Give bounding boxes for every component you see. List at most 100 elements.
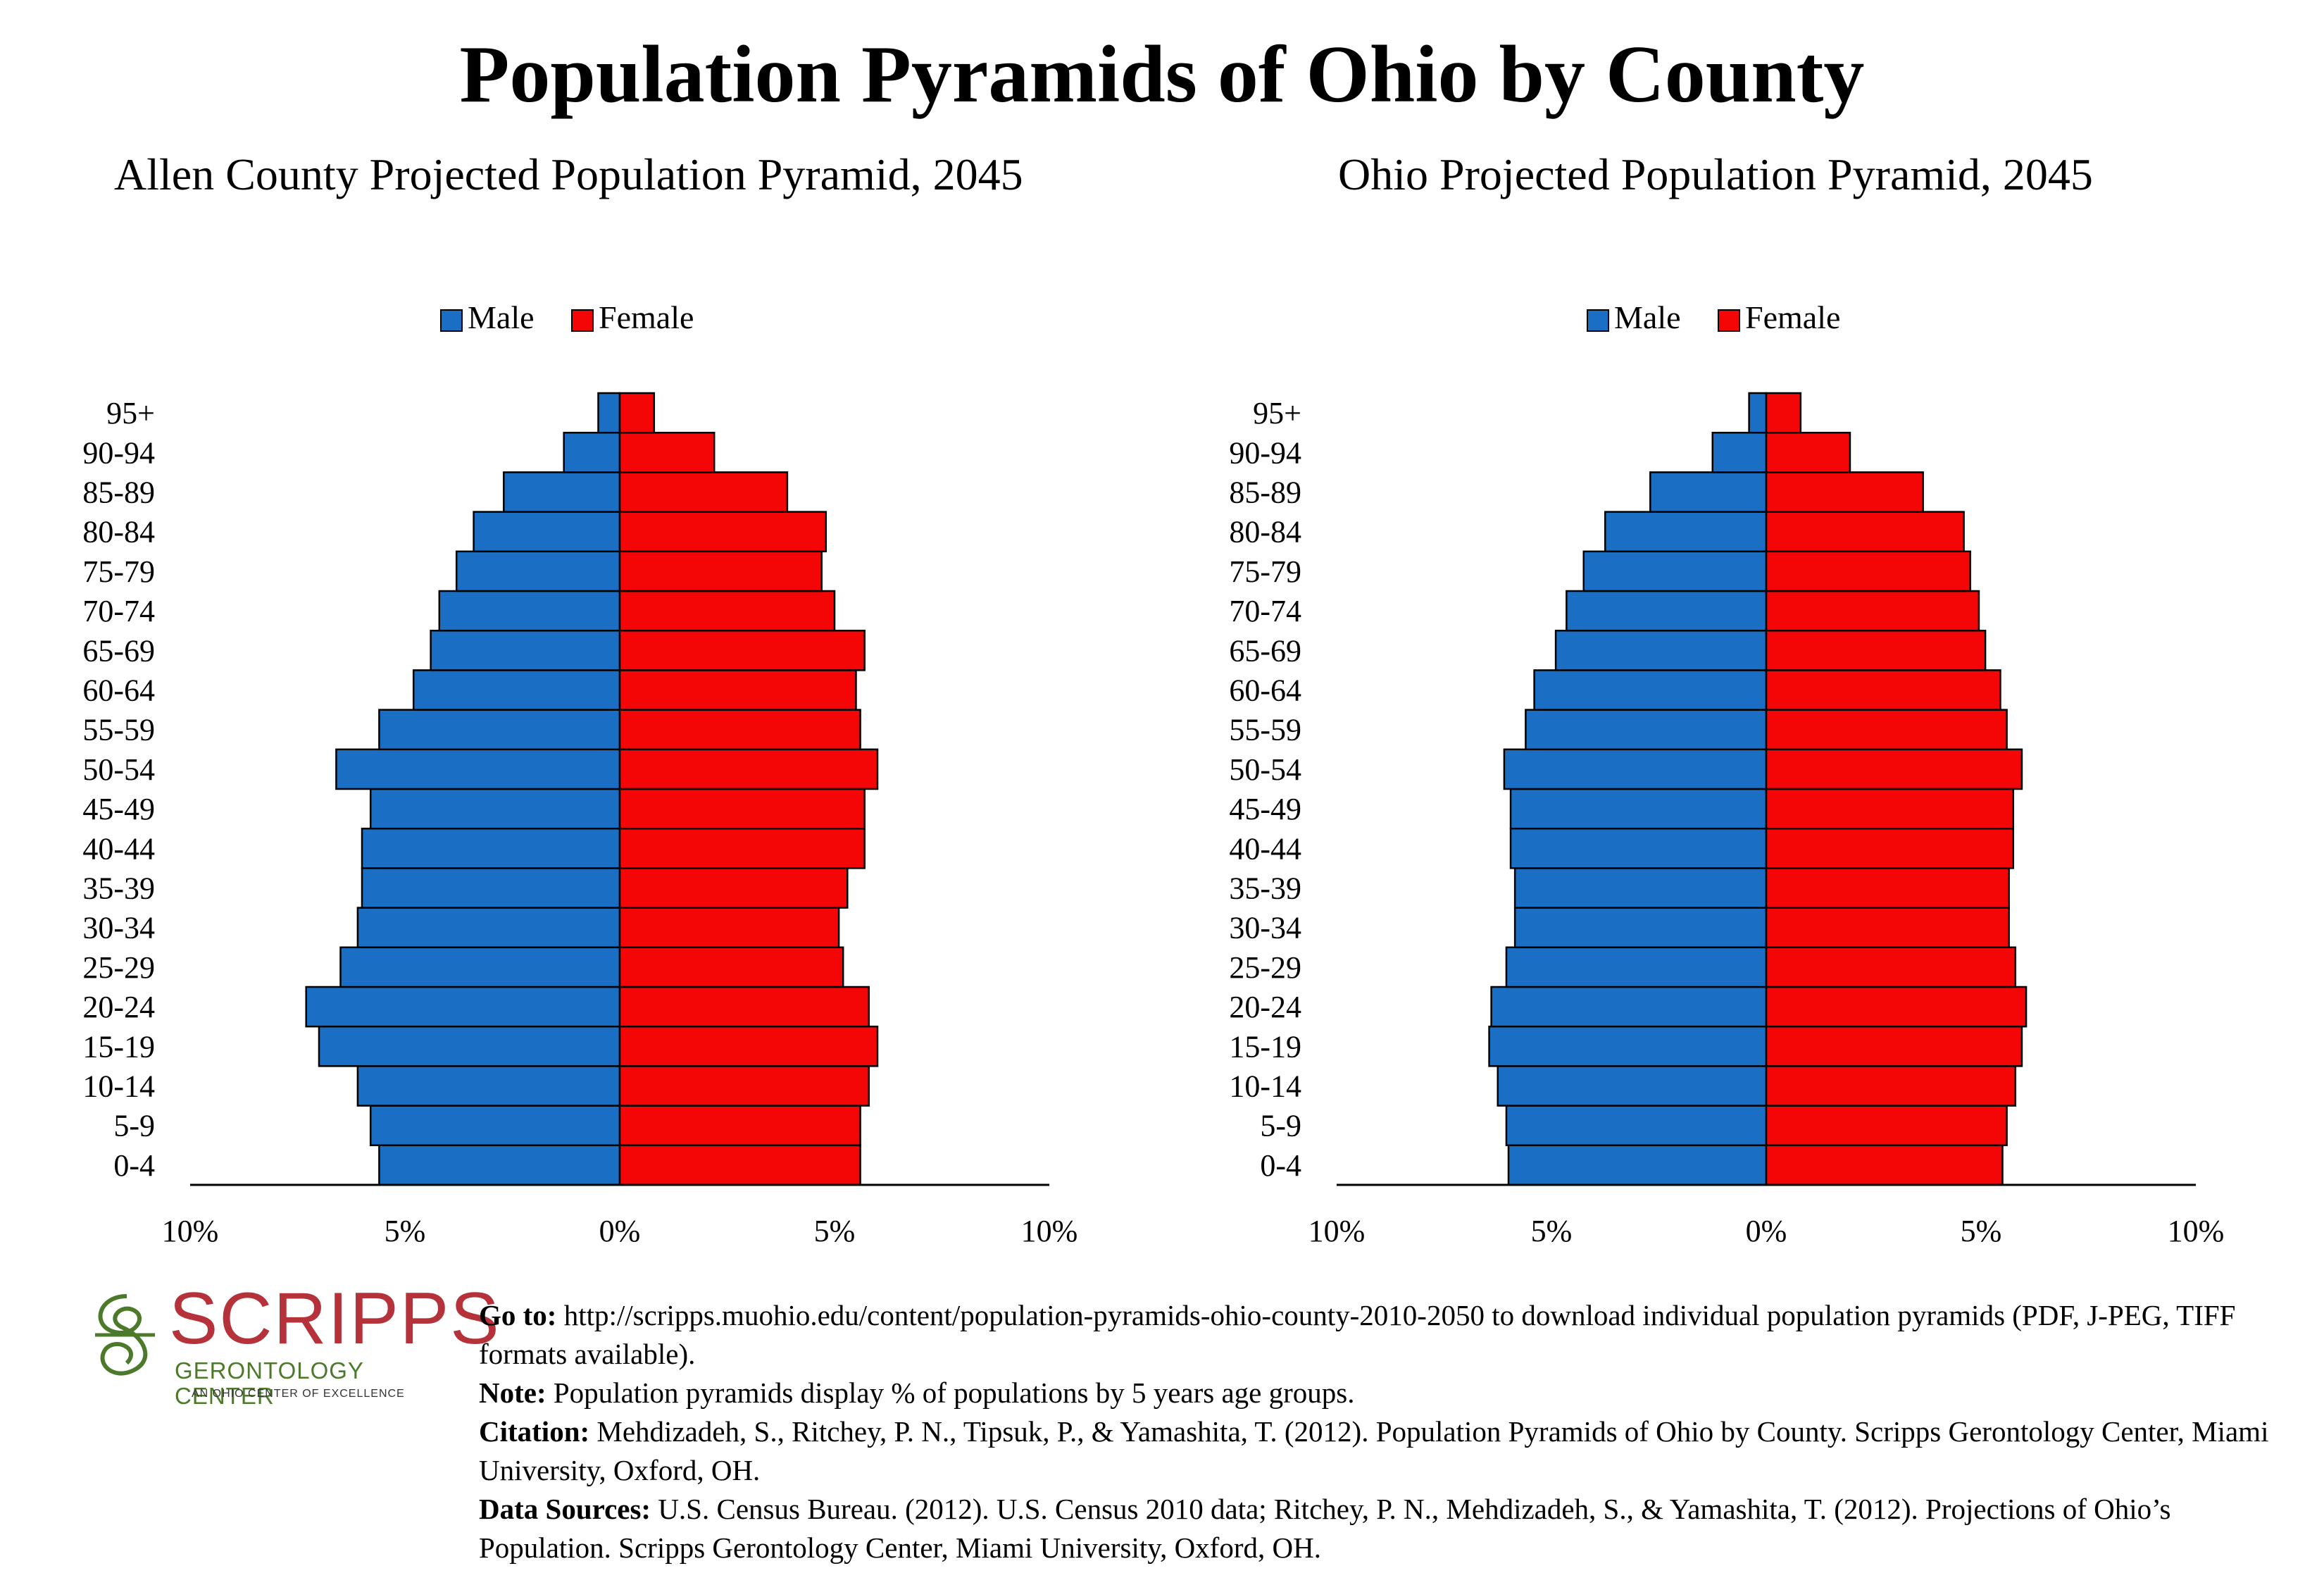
bar-male-5-9 bbox=[369, 1105, 621, 1147]
bar-male-15-19 bbox=[318, 1025, 621, 1067]
bar-female-35-39 bbox=[618, 867, 849, 909]
logo-subtitle: GERONTOLOGY CENTER bbox=[175, 1357, 364, 1409]
ohio-pyramid-svg: Male Female 0-4 5-9 10-14 15-19 20-24 25-29 30-3… bbox=[1229, 299, 2225, 1248]
age-label-85-89: 85-89 bbox=[82, 476, 155, 510]
bar-male-60-64 bbox=[1533, 669, 1768, 711]
goto-note: Go to: http://scripps.muohio.edu/content… bbox=[479, 1296, 2310, 1374]
page-title: Population Pyramids of Ohio by County bbox=[459, 30, 1865, 120]
x-tick-label: 0% bbox=[599, 1214, 641, 1248]
sources-note: Data Sources: U.S. Census Bureau. (2012)… bbox=[479, 1490, 2310, 1567]
sources-text: U.S. Census Bureau. (2012). U.S. Census … bbox=[479, 1493, 2171, 1564]
bar-male-0-4 bbox=[1507, 1144, 1768, 1186]
age-label-75-79: 75-79 bbox=[1229, 554, 1301, 589]
legend-female-swatch bbox=[571, 309, 594, 332]
age-label-30-34: 30-34 bbox=[82, 911, 155, 945]
bar-female-10-14 bbox=[1765, 1065, 2017, 1107]
bar-female-0-4 bbox=[1765, 1144, 2004, 1186]
legend-male-swatch bbox=[1587, 309, 1609, 332]
bar-male-90-94 bbox=[563, 431, 621, 473]
age-label-15-19: 15-19 bbox=[1229, 1029, 1301, 1064]
pyramid-note: Note: Population pyramids display % of p… bbox=[479, 1374, 2310, 1412]
bar-female-90-94 bbox=[1765, 431, 1851, 473]
age-label-90-94: 90-94 bbox=[82, 435, 155, 470]
bar-male-15-19 bbox=[1488, 1025, 1768, 1067]
bar-female-45-49 bbox=[618, 788, 866, 830]
x-tick-label: 5% bbox=[1531, 1214, 1573, 1248]
age-label-55-59: 55-59 bbox=[82, 713, 155, 747]
bar-male-50-54 bbox=[1503, 748, 1768, 790]
age-label-55-59: 55-59 bbox=[1229, 713, 1301, 747]
bar-female-50-54 bbox=[618, 748, 879, 790]
bar-male-45-49 bbox=[1509, 788, 1768, 830]
bar-male-70-74 bbox=[1566, 590, 1768, 632]
legend-female-label: Female bbox=[599, 299, 694, 335]
bar-male-70-74 bbox=[438, 590, 621, 632]
bar-female-60-64 bbox=[1765, 669, 2001, 711]
bar-female-5-9 bbox=[1765, 1105, 2008, 1147]
bar-female-80-84 bbox=[618, 511, 827, 553]
bar-female-30-34 bbox=[1765, 907, 2010, 949]
bar-female-65-69 bbox=[1765, 629, 1987, 671]
x-tick-label: 10% bbox=[162, 1214, 219, 1248]
bar-male-40-44 bbox=[361, 827, 621, 869]
bar-female-15-19 bbox=[1765, 1025, 2023, 1067]
bar-female-65-69 bbox=[618, 629, 866, 671]
x-tick-label: 5% bbox=[814, 1214, 856, 1248]
goto-label: Go to: bbox=[479, 1299, 557, 1331]
logo-name: SCRIPPS bbox=[169, 1278, 501, 1360]
bar-female-75-79 bbox=[618, 550, 823, 592]
bar-female-70-74 bbox=[1765, 590, 1980, 632]
allen-pyramid-svg: Male Female 0-4 5-9 10-14 15-19 20-24 25-29 30-3… bbox=[82, 299, 1078, 1248]
age-label-25-29: 25-29 bbox=[82, 950, 155, 985]
bar-male-10-14 bbox=[356, 1065, 621, 1107]
age-label-20-24: 20-24 bbox=[1229, 990, 1301, 1024]
age-label-50-54: 50-54 bbox=[82, 752, 155, 787]
bar-male-65-69 bbox=[430, 629, 621, 671]
bar-male-90-94 bbox=[1711, 431, 1768, 473]
note-label: Note: bbox=[479, 1376, 546, 1409]
x-tick-label: 10% bbox=[2168, 1214, 2225, 1248]
age-label-20-24: 20-24 bbox=[82, 990, 155, 1024]
bar-female-85-89 bbox=[1765, 471, 1924, 513]
citation-note: Citation: Mehdizadeh, S., Ritchey, P. N.… bbox=[479, 1412, 2310, 1490]
bar-male-95+ bbox=[597, 392, 621, 434]
bar-female-85-89 bbox=[618, 471, 789, 513]
age-label-60-64: 60-64 bbox=[1229, 673, 1301, 708]
age-label-0-4: 0-4 bbox=[113, 1148, 155, 1183]
bar-male-35-39 bbox=[1513, 867, 1768, 909]
age-label-35-39: 35-39 bbox=[82, 871, 155, 906]
bar-male-55-59 bbox=[378, 709, 621, 751]
bar-female-40-44 bbox=[618, 827, 866, 869]
x-tick-label: 5% bbox=[1961, 1214, 2002, 1248]
bar-male-60-64 bbox=[412, 669, 621, 711]
age-label-40-44: 40-44 bbox=[82, 831, 155, 866]
x-tick-label: 10% bbox=[1021, 1214, 1078, 1248]
age-label-0-4: 0-4 bbox=[1260, 1148, 1301, 1183]
allen-chart-title: Allen County Projected Population Pyrami… bbox=[114, 149, 1023, 199]
bar-female-25-29 bbox=[618, 946, 844, 988]
bar-female-90-94 bbox=[618, 431, 716, 473]
age-label-5-9: 5-9 bbox=[113, 1109, 155, 1143]
ohio-chart-title: Ohio Projected Population Pyramid, 2045 bbox=[1338, 149, 2093, 199]
age-label-10-14: 10-14 bbox=[1229, 1069, 1301, 1104]
bar-male-85-89 bbox=[503, 471, 621, 513]
age-label-95+: 95+ bbox=[106, 396, 155, 430]
bar-male-20-24 bbox=[305, 986, 621, 1028]
age-label-5-9: 5-9 bbox=[1260, 1109, 1301, 1143]
age-label-60-64: 60-64 bbox=[82, 673, 155, 708]
bar-female-20-24 bbox=[1765, 986, 2028, 1028]
legend-female-label: Female bbox=[1745, 299, 1840, 335]
legend-male-label: Male bbox=[1614, 299, 1681, 335]
age-label-35-39: 35-39 bbox=[1229, 871, 1301, 906]
age-label-10-14: 10-14 bbox=[82, 1069, 155, 1104]
bar-female-25-29 bbox=[1765, 946, 2017, 988]
age-label-80-84: 80-84 bbox=[1229, 515, 1301, 549]
sources-label: Data Sources: bbox=[479, 1493, 651, 1525]
bar-male-95+ bbox=[1748, 392, 1768, 434]
bar-male-5-9 bbox=[1505, 1105, 1768, 1147]
age-label-90-94: 90-94 bbox=[1229, 435, 1301, 470]
age-label-15-19: 15-19 bbox=[82, 1029, 155, 1064]
bar-male-55-59 bbox=[1525, 709, 1768, 751]
bar-female-5-9 bbox=[618, 1105, 861, 1147]
bar-male-30-34 bbox=[1513, 907, 1768, 949]
